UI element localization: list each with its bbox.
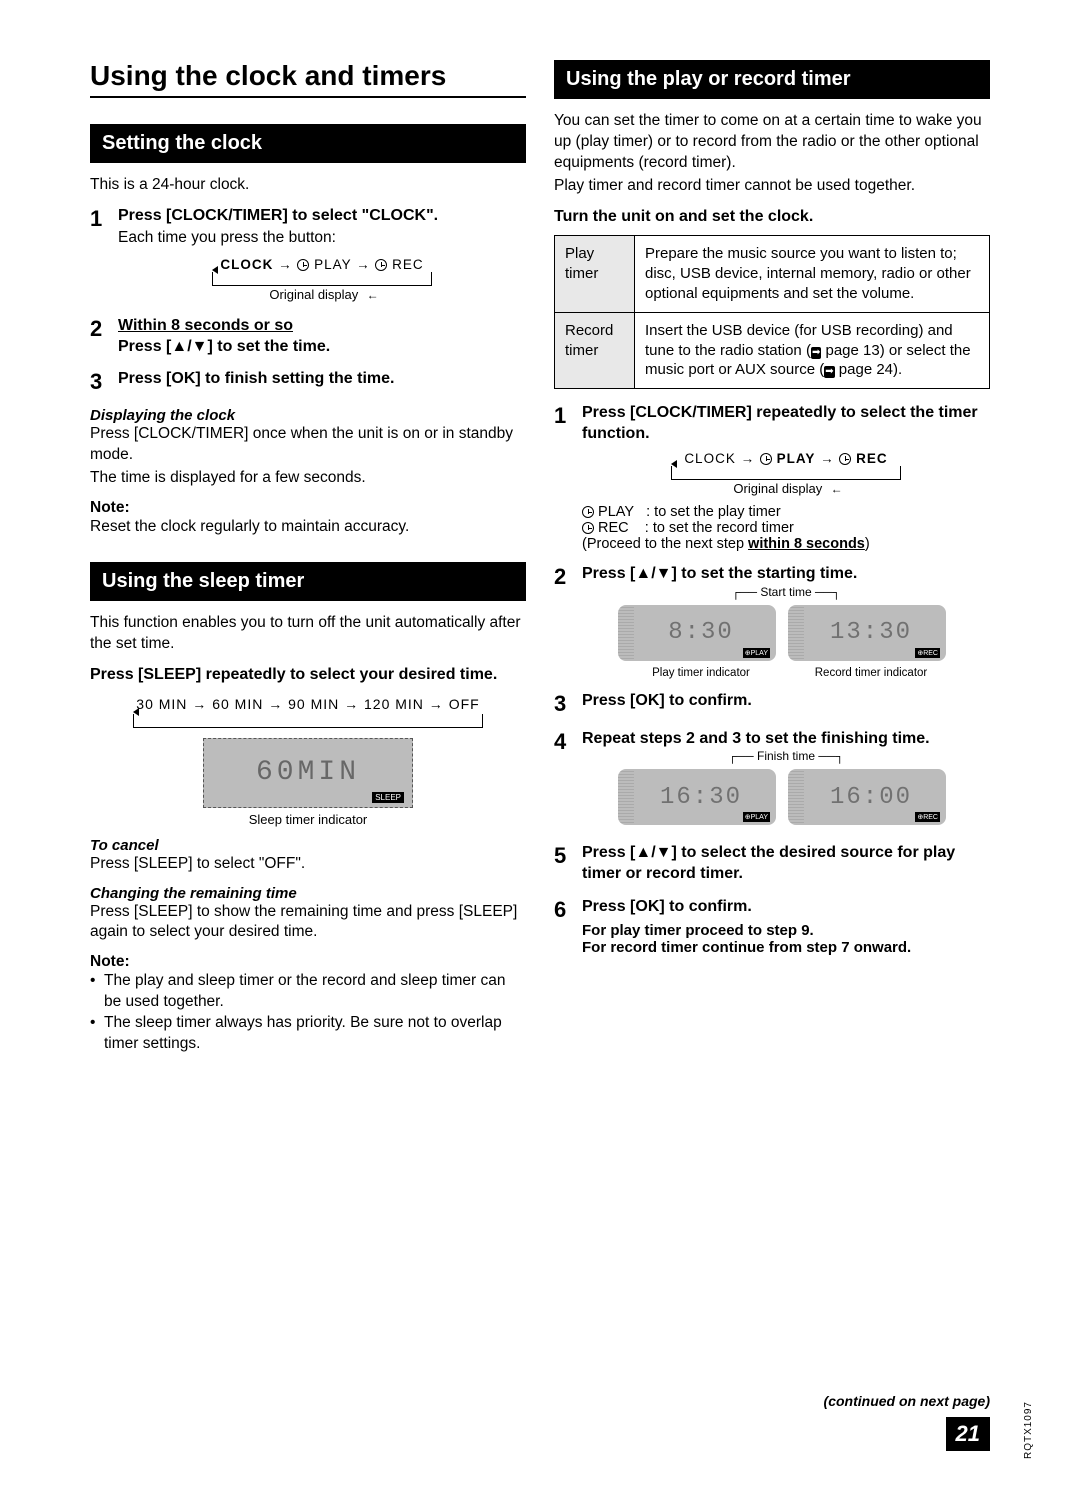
section-sleep-timer: Using the sleep timer [90,562,526,601]
clock-intro: This is a 24-hour clock. [90,175,526,196]
clock-flow: CLOCK → PLAY → REC [207,257,437,272]
step-title-underline: Within 8 seconds or so [118,317,293,334]
left-column: Using the clock and timers Setting the c… [90,60,526,1055]
note-label: Note: [90,953,526,971]
proceed-line: (Proceed to the next step within 8 secon… [582,536,990,552]
step-title: Press [OK] to confirm. [582,691,990,712]
section-play-record: Using the play or record timer [554,60,990,99]
step-title: Press [▲/▼] to select the desired source… [582,843,990,885]
pr-step-1: 1 Press [CLOCK/TIMER] repeatedly to sele… [554,403,990,552]
lcd-text: 60MIN [256,757,360,788]
turn-on-title: Turn the unit on and set the clock. [554,207,990,228]
pr-step-2: 2 Press [▲/▼] to set the starting time. … [554,564,990,679]
step-subtext: Each time you press the button: [118,229,526,247]
note-bullet: •The sleep timer always has priority. Be… [90,1013,526,1055]
tail-1: For play timer proceed to step 9. [582,922,990,939]
lcd-rec-finish: 16:00⊕REC [796,769,946,825]
note-label: Note: [90,499,526,517]
arrow-icon: ➡ [824,366,834,378]
tail-2: For record timer continue from step 7 on… [582,939,990,956]
displaying-clock-body2: The time is displayed for a few seconds. [90,468,526,489]
step-title: Press [▲/▼] to set the time. [118,337,526,358]
original-display-label: Original display [729,481,826,496]
sleep-flow: 30 MIN → 60 MIN → 90 MIN → 120 MIN → OFF [90,696,526,712]
playrec-intro1: You can set the timer to come on at a ce… [554,111,990,174]
start-time-label: ┌── Start time ──┐ [582,585,990,599]
step-number: 3 [90,369,118,395]
pr-step-6: 6 Press [OK] to confirm. For play timer … [554,897,990,956]
page-number: 21 [946,1417,990,1451]
note-body: Reset the clock regularly to maintain ac… [90,517,526,538]
step-title: Press [CLOCK/TIMER] to select "CLOCK". [118,206,526,227]
sleep-intro: This function enables you to turn off th… [90,613,526,655]
play-line: PLAY : to set the play timer [582,504,990,520]
step-title: Press [▲/▼] to set the starting time. [582,564,990,585]
lcd-play-start: 8:30⊕PLAY [626,605,776,661]
table-cell: Insert the USB device (for USB recording… [635,312,990,388]
changing-time-body: Press [SLEEP] to show the remaining time… [90,902,526,944]
rec-line: REC : to set the record timer [582,520,990,536]
clock-step-3: 3 Press [OK] to finish setting the time. [90,369,526,395]
lcd-rec-start: 13:30⊕REC [796,605,946,661]
step-title: Press [CLOCK/TIMER] repeatedly to select… [582,403,990,445]
sleep-press-title: Press [SLEEP] repeatedly to select your … [90,665,526,686]
sleep-badge: SLEEP [372,792,404,803]
changing-time-head: Changing the remaining time [90,885,526,902]
lcd-caption: Sleep timer indicator [90,812,526,827]
step-number: 2 [90,316,118,358]
step-number: 4 [554,729,582,832]
table-cell: Prepare the music source you want to lis… [635,236,990,312]
pr-step-4: 4 Repeat steps 2 and 3 to set the finish… [554,729,990,832]
arrow-icon: ➡ [811,347,821,359]
cap-play: Play timer indicator [626,667,776,679]
step-number: 2 [554,564,582,679]
step-title: Press [OK] to finish setting the time. [118,369,526,390]
sleep-lcd: 60MIN SLEEP [203,738,413,808]
continued-label: (continued on next page) [824,1393,990,1409]
table-row: Play timer Prepare the music source you … [555,236,990,312]
step-number: 1 [554,403,582,552]
cap-rec: Record timer indicator [796,667,946,679]
timer-prep-table: Play timer Prepare the music source you … [554,235,990,389]
step-number: 6 [554,897,582,956]
page-footer: (continued on next page) 21 [824,1393,990,1451]
pr-step-5: 5 Press [▲/▼] to select the desired sour… [554,843,990,885]
step-number: 3 [554,691,582,717]
step-number: 1 [90,206,118,304]
right-column: Using the play or record timer You can s… [554,60,990,1055]
to-cancel-head: To cancel [90,837,526,854]
finish-time-label: ┌── Finish time ──┐ [582,749,990,763]
clock-step-2: 2 Within 8 seconds or so Press [▲/▼] to … [90,316,526,358]
table-row: Record timer Insert the USB device (for … [555,312,990,388]
step-title: Repeat steps 2 and 3 to set the finishin… [582,729,990,750]
lcd-play-finish: 16:30⊕PLAY [626,769,776,825]
section-setting-clock: Setting the clock [90,124,526,163]
displaying-clock-head: Displaying the clock [90,407,526,424]
step-title: Press [OK] to confirm. [582,897,990,918]
playrec-intro2: Play timer and record timer cannot be us… [554,176,990,197]
main-title: Using the clock and timers [90,60,526,98]
step-number: 5 [554,843,582,885]
note-bullet: •The play and sleep timer or the record … [90,971,526,1013]
table-cell: Play timer [555,236,635,312]
doc-code: RQTX1097 [1023,1401,1034,1459]
original-display-label: Original display [265,287,362,302]
pr-step-3: 3 Press [OK] to confirm. [554,691,990,717]
table-cell: Record timer [555,312,635,388]
to-cancel-body: Press [SLEEP] to select "OFF". [90,854,526,875]
pr-flow: CLOCK → PLAY → REC [666,451,906,466]
clock-step-1: 1 Press [CLOCK/TIMER] to select "CLOCK".… [90,206,526,304]
displaying-clock-body: Press [CLOCK/TIMER] once when the unit i… [90,424,526,466]
